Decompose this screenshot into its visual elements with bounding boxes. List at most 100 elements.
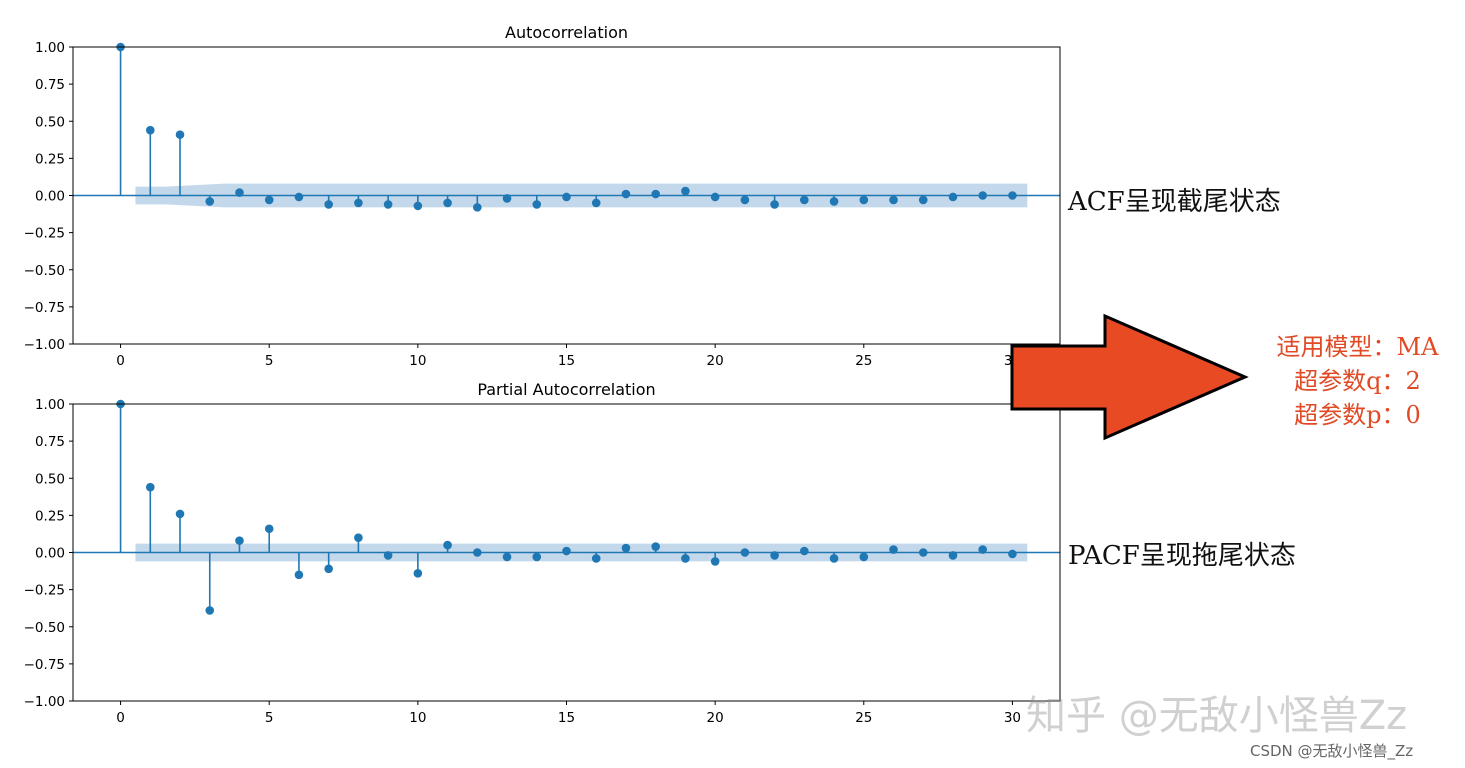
y-tick-label: −0.50 [24, 263, 65, 279]
stem-marker [502, 194, 512, 203]
stem-marker [829, 197, 839, 206]
acf-annotation: ACF呈现截尾状态 [1068, 187, 1281, 217]
stem-marker [710, 557, 720, 566]
stem-marker [175, 509, 185, 519]
pacf-annotation: PACF呈现拖尾状态 [1068, 541, 1296, 571]
stem-marker [859, 195, 869, 205]
stem-marker [294, 570, 304, 580]
y-tick-label: 1.00 [35, 397, 65, 413]
stem-marker [443, 540, 452, 550]
x-tick-label: 25 [855, 710, 872, 726]
stem-marker [1008, 549, 1017, 559]
y-tick-label: 0.75 [35, 434, 65, 450]
stem-marker [145, 482, 155, 492]
y-tick-label: 0.50 [35, 471, 65, 487]
x-tick-label: 20 [707, 353, 724, 369]
stem-marker [770, 551, 779, 560]
stem-marker [651, 189, 660, 199]
stem-marker [681, 554, 690, 563]
stem-marker [829, 554, 839, 563]
stem-marker [383, 551, 393, 560]
x-tick-label: 30 [1004, 710, 1021, 726]
stem-marker [621, 189, 631, 199]
stem-marker [354, 533, 363, 542]
stem-marker [918, 548, 928, 557]
y-tick-label: 0.75 [35, 77, 65, 93]
stem-marker [473, 203, 482, 212]
conclusion-q: 超参数q：2 [1294, 367, 1421, 395]
x-tick-label: 15 [558, 353, 575, 369]
conclusion-p: 超参数p：0 [1294, 401, 1421, 429]
model-conclusion: 适用模型：MA 超参数q：2 超参数p：0 [1255, 330, 1460, 432]
stem-marker [740, 195, 750, 205]
stem-marker [443, 198, 452, 208]
right-arrow-icon [1010, 313, 1249, 441]
stem-marker [294, 192, 304, 202]
stem-marker [889, 545, 898, 554]
stem-marker [889, 195, 898, 205]
stem-marker [948, 551, 958, 560]
y-tick-label: −0.75 [24, 300, 65, 316]
acf-plot: 1.00 0.75 0.50 0.25 0.00 −0.25 −0.50 −0.75 −1.00… [24, 23, 1061, 369]
y-tick-label: 0.50 [35, 114, 65, 130]
y-tick-label: 0.00 [35, 189, 65, 205]
stem-marker [235, 188, 244, 197]
y-tick-label: −1.00 [24, 337, 65, 353]
x-tick-label: 10 [409, 710, 426, 726]
y-tick-label: −0.25 [24, 226, 65, 242]
stem-marker [740, 548, 750, 557]
conclusion-model: 适用模型：MA [1276, 333, 1439, 361]
stem-marker [562, 192, 571, 202]
stem-marker [324, 564, 333, 574]
stem-marker [978, 545, 988, 554]
stem-marker [621, 543, 631, 553]
y-tick-label: 1.00 [35, 40, 65, 56]
stem-marker [264, 195, 274, 205]
stem-marker [145, 125, 155, 135]
stem-marker [532, 552, 542, 562]
y-tick-label: −0.25 [24, 583, 65, 599]
x-tick-label: 5 [265, 710, 274, 726]
x-tick-label: 0 [116, 710, 125, 726]
stem-marker [502, 552, 512, 562]
stem-marker [859, 552, 869, 562]
stem-marker [1008, 191, 1017, 200]
chart-title: Partial Autocorrelation [477, 380, 655, 399]
stem-marker [710, 192, 720, 202]
stem-marker [591, 554, 601, 563]
stem-marker [205, 606, 215, 615]
stem-marker [324, 200, 333, 209]
x-tick-label: 20 [707, 710, 724, 726]
stem-marker [800, 195, 809, 205]
stem-marker [948, 192, 958, 202]
stem-marker [354, 198, 363, 208]
y-tick-label: 0.25 [35, 151, 65, 167]
x-tick-label: 5 [265, 353, 274, 369]
zhihu-watermark: 知乎 @无敌小怪兽Zz [1026, 693, 1408, 739]
stem-marker [413, 568, 423, 578]
stem-marker [175, 130, 185, 139]
x-tick-label: 25 [855, 353, 872, 369]
chart-title: Autocorrelation [505, 23, 628, 42]
stem-marker [235, 536, 244, 545]
stem-marker [918, 195, 928, 205]
y-tick-label: 0.25 [35, 508, 65, 524]
stem-marker [770, 200, 779, 209]
stem-marker [205, 197, 215, 206]
stem-marker [562, 546, 571, 556]
csdn-credit: CSDN @无敌小怪兽_Zz [1250, 742, 1414, 760]
stem-marker [413, 201, 423, 211]
stem-marker [800, 546, 809, 556]
stem-marker [978, 191, 988, 200]
stem-marker [383, 200, 393, 209]
x-tick-label: 15 [558, 710, 575, 726]
stem-marker [473, 548, 482, 557]
stem-marker [681, 186, 690, 196]
stem-marker [591, 198, 601, 208]
y-tick-label: −0.50 [24, 620, 65, 636]
y-tick-label: −0.75 [24, 657, 65, 673]
y-tick-label: −1.00 [24, 694, 65, 710]
x-tick-label: 0 [116, 353, 125, 369]
stem-marker [651, 542, 660, 551]
